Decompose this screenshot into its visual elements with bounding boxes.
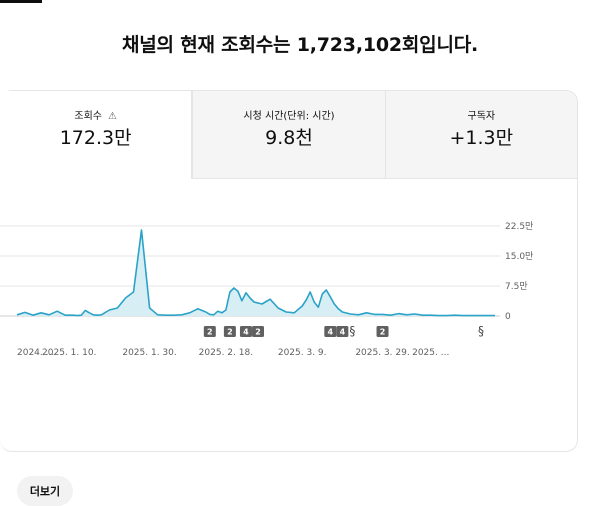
event-marker-label: 2	[255, 328, 261, 337]
tab-watch-time-label: 시청 시간(단위: 시간)	[243, 111, 335, 122]
shorts-icon: §	[478, 324, 484, 338]
event-marker	[252, 326, 265, 337]
tab-watch-time-value: 9.8천	[265, 127, 313, 149]
tab-subscribers-value: +1.3만	[449, 127, 514, 149]
analytics-card: 조회수 ⚠ 172.3만 시청 시간(단위: 시간) 9.8천 구독자 +1.3만…	[0, 90, 578, 506]
event-marker	[336, 326, 349, 337]
y-tick-label: 22.5만	[505, 221, 533, 232]
x-tick-label: 2025. 2. 18.	[199, 348, 253, 358]
event-marker	[203, 326, 216, 337]
warning-triangle-icon[interactable]: ⚠	[107, 111, 117, 122]
event-marker-label: 4	[328, 328, 334, 337]
tab-subscribers[interactable]: 구독자 +1.3만	[384, 91, 577, 179]
tab-views-value: 172.3만	[59, 127, 132, 149]
more-button[interactable]: 더보기	[17, 476, 73, 506]
tab-watch-time[interactable]: 시청 시간(단위: 시간) 9.8천	[192, 91, 385, 179]
tab-views-label: 조회수	[74, 111, 102, 122]
y-tick-label: 7.5만	[505, 281, 528, 292]
tab-subscribers-label: 구독자	[467, 111, 496, 122]
event-marker	[223, 326, 236, 337]
shorts-icon: §	[349, 324, 355, 338]
y-tick-label: 15.0만	[505, 251, 533, 262]
series-area	[17, 230, 495, 316]
x-tick-label: 2025. 1. 10.	[42, 348, 96, 358]
x-tick-label: 2025. 3. 29.	[355, 348, 409, 358]
x-tick-label: 2025. 1. 30.	[122, 348, 176, 358]
event-marker	[324, 326, 337, 337]
event-marker-label: 4	[340, 328, 346, 337]
top-tab-indicator	[0, 0, 42, 3]
x-tick-label: 2024. ...	[17, 348, 54, 358]
event-marker-label: 2	[207, 328, 213, 337]
event-marker-label: 2	[380, 328, 386, 337]
x-tick-label: 2025. 3. 9.	[278, 348, 327, 358]
x-tick-label: 2025. ...	[412, 348, 449, 358]
event-marker-label: 2	[227, 328, 233, 337]
y-tick-label: 0	[505, 312, 511, 322]
tab-views[interactable]: 조회수 ⚠ 172.3만	[0, 91, 193, 179]
event-marker-label: 4	[243, 328, 249, 337]
event-marker	[239, 326, 252, 337]
channel-views-headline: 채널의 현재 조회수는 1,723,102회입니다.	[121, 34, 479, 56]
series-line	[16, 229, 495, 317]
event-marker	[376, 326, 389, 337]
metric-tabs: 조회수 ⚠ 172.3만 시청 시간(단위: 시간) 9.8천 구독자 +1.3만	[0, 91, 577, 179]
